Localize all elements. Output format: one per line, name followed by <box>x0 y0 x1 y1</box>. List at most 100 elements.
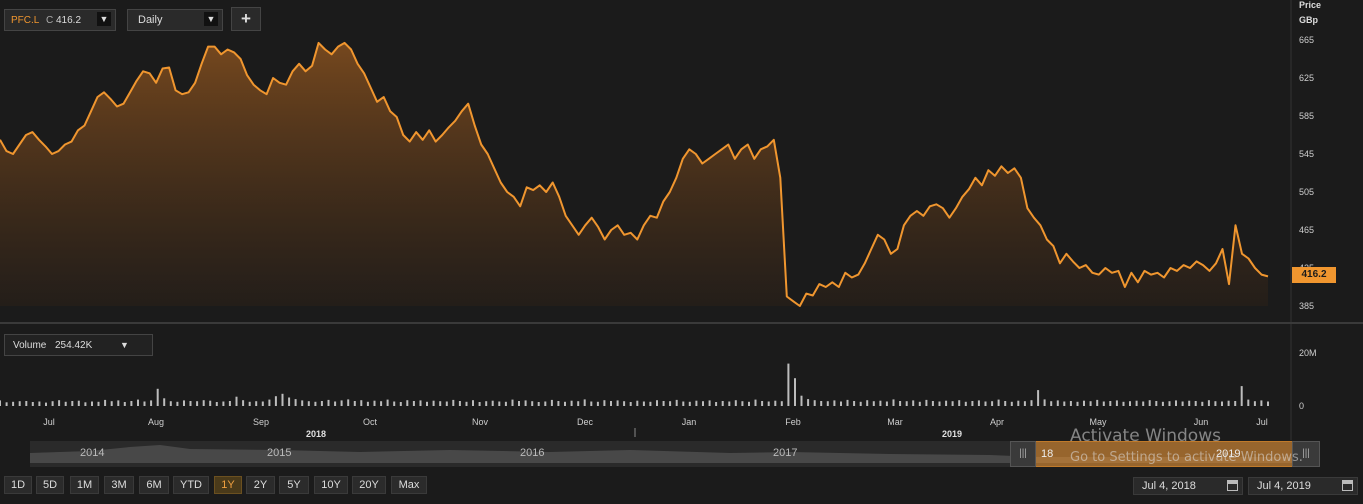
volume-bar <box>754 399 757 406</box>
chevron-down-icon[interactable]: ▼ <box>120 340 129 350</box>
volume-bar <box>399 402 402 406</box>
chevron-down-icon[interactable]: ▼ <box>97 12 111 26</box>
volume-bar <box>577 401 580 406</box>
calendar-icon[interactable] <box>1227 480 1238 491</box>
add-indicator-button[interactable]: + <box>231 7 261 31</box>
to-date-field[interactable]: Jul 4, 2019 <box>1248 477 1358 495</box>
to-date-value: Jul 4, 2019 <box>1257 480 1311 492</box>
volume-bar <box>143 401 146 406</box>
volume-bar <box>445 401 448 406</box>
volume-bar <box>583 399 586 406</box>
volume-bar <box>1030 400 1033 406</box>
volume-bar <box>905 401 908 406</box>
volume-bar <box>1168 401 1171 406</box>
volume-bar <box>1096 399 1099 406</box>
range-button[interactable]: 20Y <box>352 476 386 494</box>
volume-bar <box>169 401 172 406</box>
chevron-down-icon[interactable]: ▼ <box>204 12 218 26</box>
volume-bar <box>813 400 816 406</box>
range-button[interactable]: 1D <box>4 476 32 494</box>
range-button[interactable]: 6M <box>139 476 169 494</box>
volume-bar <box>347 399 350 406</box>
volume-bar <box>485 401 488 406</box>
volume-bar <box>498 401 501 406</box>
range-button[interactable]: 5D <box>36 476 64 494</box>
range-button[interactable]: 1M <box>70 476 99 494</box>
volume-bar <box>951 401 954 406</box>
volume-bar <box>353 401 356 406</box>
volume-tick-label: 0 <box>1299 401 1304 411</box>
price-tick-label: 665 <box>1299 35 1314 45</box>
price-tick-label: 585 <box>1299 111 1314 121</box>
volume-bar <box>242 400 245 406</box>
volume-bar <box>1260 400 1263 406</box>
volume-bar <box>222 401 225 406</box>
navigator-left-handle[interactable]: ||| <box>1010 441 1036 467</box>
volume-bar <box>419 400 422 406</box>
range-button[interactable]: Max <box>391 476 427 494</box>
volume-bar <box>1037 390 1040 406</box>
volume-bar <box>235 396 238 406</box>
volume-bar <box>767 401 770 406</box>
price-tick-label: 505 <box>1299 187 1314 197</box>
volume-bar <box>1188 400 1191 406</box>
last-price-value: 416.2 <box>1301 269 1327 280</box>
volume-bar <box>840 401 842 406</box>
volume-bar <box>268 399 271 406</box>
volume-bar <box>761 401 764 406</box>
volume-bar <box>1010 401 1013 406</box>
volume-bar <box>1142 401 1145 406</box>
volume-bar <box>51 401 54 406</box>
volume-bar <box>432 400 435 406</box>
volume-bar <box>58 400 61 406</box>
navigator-right-handle[interactable]: ||| <box>1292 441 1320 467</box>
volume-bar <box>25 401 28 406</box>
from-date-field[interactable]: Jul 4, 2018 <box>1133 477 1243 495</box>
interval-selector[interactable]: Daily ▼ <box>127 9 223 31</box>
volume-value: 254.42K <box>55 340 93 351</box>
navigator-year: 18 <box>1041 448 1054 460</box>
volume-bar <box>478 402 481 406</box>
price-series-line <box>0 41 1269 307</box>
volume-bar <box>642 401 645 406</box>
volume-bar <box>360 400 363 406</box>
volume-bar <box>137 399 139 406</box>
x-tick-label: Nov <box>472 417 489 427</box>
calendar-icon[interactable] <box>1342 480 1353 491</box>
volume-bar <box>702 401 704 406</box>
range-button[interactable]: 5Y <box>279 476 309 494</box>
volume-bar <box>544 401 547 406</box>
volume-bar <box>465 401 468 406</box>
volume-bar <box>472 400 474 406</box>
volume-bar <box>596 401 599 406</box>
volume-bar <box>393 401 396 406</box>
volume-bar <box>859 401 862 406</box>
x-tick-label: Dec <box>577 417 594 427</box>
volume-bar <box>610 401 612 406</box>
volume-tick-label: 20M <box>1299 348 1317 358</box>
volume-bar <box>748 401 750 406</box>
symbol-selector[interactable]: PFC.L C 416.2 ▼ <box>4 9 116 31</box>
range-button[interactable]: 3M <box>104 476 134 494</box>
volume-bar <box>518 401 520 406</box>
range-button[interactable]: YTD <box>173 476 209 494</box>
volume-bar <box>1221 401 1223 406</box>
volume-bar <box>623 401 626 406</box>
range-button[interactable]: 10Y <box>314 476 348 494</box>
volume-bar <box>1253 401 1256 406</box>
volume-bar <box>84 402 87 406</box>
volume-bar <box>918 401 921 406</box>
volume-bar <box>1017 400 1020 406</box>
volume-bar <box>892 399 895 406</box>
volume-bar <box>531 401 534 406</box>
x-tick-label: Aug <box>148 417 164 427</box>
volume-bar <box>1102 401 1105 406</box>
volume-bar <box>1227 400 1230 406</box>
volume-selector[interactable]: Volume 254.42K ▼ <box>4 334 153 356</box>
volume-bar <box>931 401 934 406</box>
volume-bar <box>800 395 803 406</box>
volume-bar <box>820 401 823 406</box>
range-button[interactable]: 1Y <box>214 476 242 494</box>
range-button[interactable]: 2Y <box>246 476 275 494</box>
